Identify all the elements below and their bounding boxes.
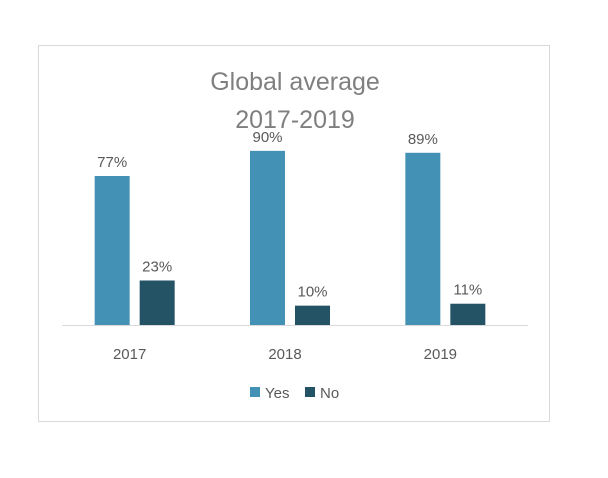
- legend-swatch-yes: [250, 387, 260, 397]
- data-label-no-2019: 11%: [453, 282, 482, 299]
- bar-yes-2019: [405, 152, 441, 325]
- data-label-yes-2018: 90%: [252, 129, 282, 146]
- data-label-yes-2019: 89%: [408, 131, 438, 148]
- x-tick-label-2019: 2019: [424, 346, 457, 363]
- legend-label-yes: Yes: [265, 385, 289, 402]
- x-tick-label-2018: 2018: [268, 346, 301, 363]
- bar-no-2018: [295, 305, 330, 325]
- legend-label-no: No: [320, 385, 339, 402]
- chart-title-line-2: 2017-2019: [235, 106, 355, 134]
- chart-title-line-1: Global average: [210, 68, 380, 96]
- bar-yes-2017: [94, 176, 130, 325]
- x-tick-label-2017: 2017: [113, 346, 146, 363]
- bar-yes-2018: [250, 150, 285, 325]
- data-label-yes-2017: 77%: [97, 154, 127, 171]
- data-label-no-2017: 23%: [142, 258, 172, 275]
- data-label-no-2018: 10%: [297, 284, 327, 301]
- legend-swatch-no: [305, 387, 315, 397]
- bar-no-2017: [139, 280, 175, 325]
- legend: Yes No: [250, 385, 339, 402]
- bar-no-2019: [450, 303, 486, 325]
- plot-area: 77% 23% 2017 90% 10% 2018 89% 11% 2019: [62, 129, 528, 363]
